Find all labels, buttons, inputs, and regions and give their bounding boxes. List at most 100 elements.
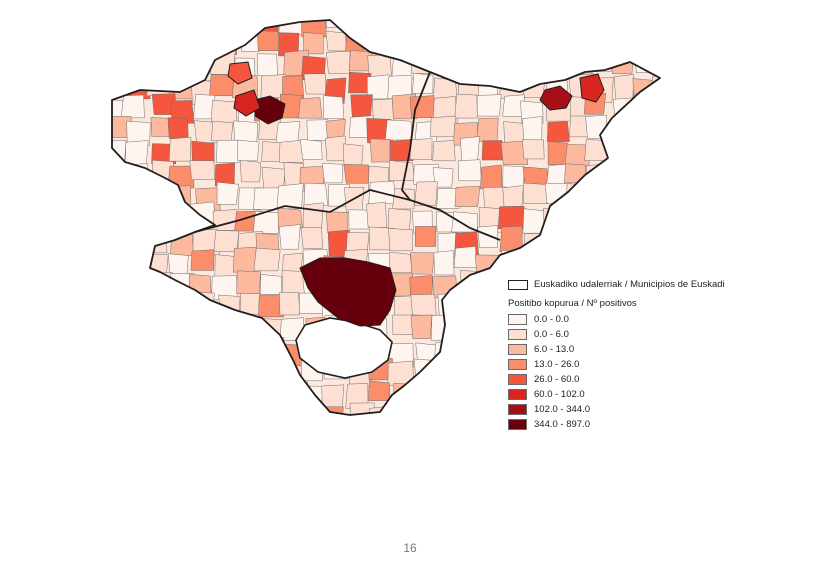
municipality	[120, 94, 145, 119]
municipality	[591, 249, 616, 271]
legend-label: 0.0 - 6.0	[534, 329, 569, 340]
municipality	[481, 363, 503, 387]
municipality	[481, 55, 506, 80]
municipality	[610, 255, 634, 280]
municipality	[540, 28, 562, 51]
legend-swatch	[508, 389, 527, 400]
municipality	[457, 20, 480, 27]
municipality	[256, 53, 278, 77]
municipality	[432, 140, 456, 162]
map-legend: Euskadiko udalerriak / Municipios de Eus…	[508, 279, 725, 432]
municipality	[481, 140, 504, 161]
municipality	[253, 211, 281, 234]
municipality	[518, 29, 542, 53]
municipality	[651, 20, 660, 30]
legend-label: 26.0 - 60.0	[534, 374, 580, 385]
municipality	[524, 233, 547, 257]
municipality	[234, 359, 255, 381]
province-boundary-bizkaia-gipuzkoa	[401, 71, 431, 201]
municipality	[633, 117, 658, 141]
municipality	[478, 20, 499, 34]
municipality	[474, 29, 499, 51]
municipality	[217, 400, 240, 415]
municipality	[235, 20, 262, 33]
municipality	[547, 121, 570, 142]
municipality	[112, 297, 126, 321]
municipality	[211, 381, 235, 405]
municipality	[476, 117, 499, 142]
legend-label: 102.0 - 344.0	[534, 404, 590, 415]
municipality	[193, 407, 214, 415]
municipality	[128, 227, 151, 253]
municipality	[410, 32, 436, 54]
municipality	[607, 31, 630, 53]
municipality	[588, 29, 613, 51]
municipality-barakaldo	[233, 89, 261, 117]
municipality	[500, 20, 524, 33]
municipality	[216, 139, 241, 163]
municipality	[634, 92, 658, 116]
municipality	[277, 383, 304, 405]
municipality	[124, 268, 146, 294]
legend-item: 26.0 - 60.0	[508, 372, 725, 387]
municipality	[174, 338, 197, 362]
legend-label: 60.0 - 102.0	[534, 389, 585, 400]
municipality	[322, 163, 343, 184]
municipality	[387, 360, 415, 386]
legend-item: 6.0 - 13.0	[508, 342, 725, 357]
municipality	[502, 165, 525, 190]
legend-label: 344.0 - 897.0	[534, 419, 590, 430]
municipality	[325, 20, 348, 28]
municipality	[196, 338, 222, 365]
municipality	[303, 73, 326, 95]
municipality	[434, 406, 455, 415]
municipality-bilbao	[254, 95, 286, 125]
municipality	[657, 209, 660, 233]
municipality	[410, 294, 437, 316]
municipality	[112, 73, 127, 94]
municipality	[500, 27, 526, 53]
municipality-getxo	[227, 61, 253, 85]
municipality	[236, 386, 260, 413]
municipality	[452, 335, 475, 360]
legend-swatch	[508, 374, 527, 385]
page-number: 16	[403, 541, 417, 555]
legend-label: 6.0 - 13.0	[534, 344, 575, 355]
municipality	[547, 141, 569, 165]
municipality	[122, 320, 144, 345]
municipality	[524, 254, 550, 280]
legend-item: 0.0 - 6.0	[508, 327, 725, 342]
municipality	[167, 165, 195, 189]
municipality	[236, 139, 260, 162]
municipality	[459, 361, 485, 381]
municipality	[432, 96, 458, 123]
legend-title: Positibo kopurua / Nº positivos	[508, 298, 637, 309]
municipality	[610, 120, 633, 143]
municipality	[388, 160, 415, 181]
municipality	[239, 315, 264, 336]
municipality	[168, 50, 194, 72]
municipality	[233, 120, 259, 143]
municipality	[303, 32, 324, 55]
municipality	[325, 135, 346, 162]
municipality	[149, 382, 176, 409]
municipality	[433, 250, 455, 276]
municipality	[524, 56, 549, 81]
municipality	[236, 270, 261, 294]
municipality	[147, 293, 173, 318]
municipality	[120, 183, 146, 205]
municipality	[387, 406, 415, 415]
municipality	[630, 253, 654, 274]
municipality	[170, 231, 195, 256]
municipality	[167, 117, 189, 139]
municipality	[302, 402, 324, 415]
municipality	[634, 139, 659, 163]
municipality	[436, 188, 460, 209]
municipality	[239, 293, 261, 315]
municipality	[129, 380, 152, 403]
municipality	[476, 295, 502, 319]
municipality	[520, 20, 541, 32]
municipality	[454, 93, 478, 119]
municipality	[390, 138, 414, 161]
municipality	[633, 208, 655, 229]
